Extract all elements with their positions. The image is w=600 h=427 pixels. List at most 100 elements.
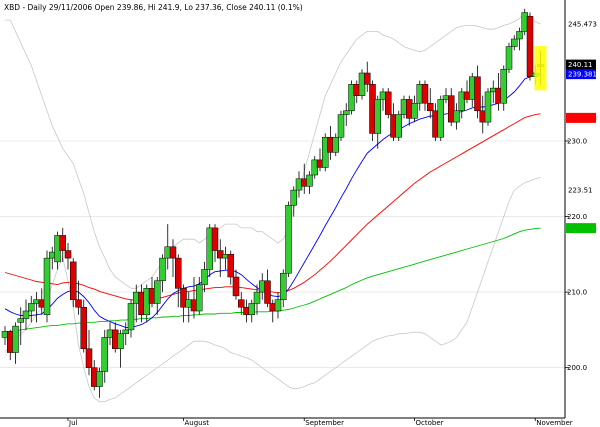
candle-33 bbox=[175, 254, 182, 308]
candle-body bbox=[175, 257, 182, 289]
candle-66 bbox=[348, 80, 355, 115]
candle-50 bbox=[264, 269, 271, 308]
date-axis: Jul August September October November bbox=[67, 418, 573, 427]
candle-98 bbox=[516, 27, 523, 51]
price-tag-4: 223.51 bbox=[566, 185, 596, 196]
candle-body bbox=[159, 257, 166, 282]
candle-body bbox=[395, 114, 402, 138]
candle-body bbox=[306, 174, 313, 187]
price-tag-text: 239.381 bbox=[568, 71, 597, 79]
candle-body bbox=[500, 68, 507, 104]
candle-body bbox=[458, 91, 465, 112]
candle-14 bbox=[75, 280, 82, 315]
bollinger-lower-line bbox=[4, 176, 541, 403]
candle-5 bbox=[28, 295, 35, 323]
price-tag-bg bbox=[566, 69, 596, 80]
candle-body bbox=[511, 38, 518, 47]
candle-96 bbox=[505, 42, 513, 73]
price-tags: 245.473 240.11 239.381 233.063 223.51 218.475 bbox=[566, 19, 597, 234]
candle-11 bbox=[59, 227, 66, 262]
candle-body bbox=[59, 235, 66, 251]
candle-body bbox=[196, 284, 203, 312]
price-tag-bg bbox=[566, 19, 596, 30]
candle-body bbox=[80, 306, 87, 350]
candle-24 bbox=[127, 299, 135, 338]
candle-32 bbox=[169, 239, 177, 277]
candle-body bbox=[248, 303, 255, 316]
candle-body bbox=[154, 280, 161, 304]
candle-body bbox=[127, 303, 135, 331]
candle-body bbox=[70, 261, 77, 300]
candle-body bbox=[264, 280, 271, 304]
price-tag-1: 240.11 bbox=[566, 59, 596, 70]
candle-65 bbox=[343, 103, 350, 126]
candle-body bbox=[337, 114, 345, 138]
candle-body bbox=[232, 276, 240, 297]
price-tag-bg bbox=[566, 59, 596, 70]
candle-body bbox=[343, 110, 350, 115]
candle-29 bbox=[154, 277, 161, 315]
candle-body bbox=[12, 325, 19, 353]
candle-97 bbox=[511, 35, 518, 51]
candle-body bbox=[505, 46, 513, 70]
price-tag-text: 233.063 bbox=[568, 114, 597, 122]
candle-body bbox=[101, 337, 108, 372]
price-tag-2: 239.381 bbox=[566, 69, 597, 80]
price-tag-text: 240.11 bbox=[568, 61, 593, 69]
candle-body bbox=[285, 204, 292, 274]
candle-body bbox=[332, 136, 339, 153]
candle-80 bbox=[421, 80, 429, 111]
candle-body bbox=[43, 257, 51, 316]
candle-37 bbox=[196, 277, 203, 315]
candle-40 bbox=[211, 224, 219, 262]
candle-78 bbox=[411, 95, 418, 123]
candle-71 bbox=[374, 95, 381, 149]
candle-85 bbox=[448, 88, 455, 126]
x-tick-label-2: September bbox=[305, 419, 344, 427]
x-tick-label-4: November bbox=[536, 419, 573, 427]
candlesticks bbox=[1, 8, 544, 398]
sma-red-line bbox=[4, 113, 541, 301]
candle-body bbox=[364, 72, 371, 85]
candle-4 bbox=[22, 299, 30, 330]
candle-8 bbox=[43, 250, 51, 323]
candle-52 bbox=[274, 292, 282, 319]
candle-63 bbox=[332, 133, 339, 157]
candle-body bbox=[474, 76, 481, 112]
candle-body bbox=[201, 269, 208, 285]
candle-30 bbox=[159, 254, 166, 293]
candle-44 bbox=[232, 269, 240, 300]
candle-69 bbox=[364, 61, 371, 92]
candle-54 bbox=[285, 201, 292, 277]
candle-body bbox=[453, 110, 460, 123]
candle-body bbox=[96, 371, 103, 387]
candle-12 bbox=[64, 243, 72, 270]
last-candle-highlight bbox=[534, 46, 547, 91]
price-tag-text: 245.473 bbox=[568, 21, 597, 29]
candle-body bbox=[238, 299, 245, 308]
candle-43 bbox=[227, 250, 234, 285]
price-tag-bg bbox=[566, 112, 596, 123]
candle-64 bbox=[337, 110, 345, 141]
chart-title: XBD - Daily 29/11/2006 Open 239.86, Hi 2… bbox=[4, 3, 303, 12]
candle-body bbox=[385, 91, 392, 115]
candle-53 bbox=[280, 269, 287, 308]
candle-92 bbox=[484, 88, 492, 126]
candle-body bbox=[180, 288, 187, 308]
candle-body bbox=[64, 250, 72, 259]
candle-45 bbox=[238, 292, 245, 315]
candle-body bbox=[280, 272, 287, 300]
candle-95 bbox=[500, 65, 507, 111]
candle-body bbox=[437, 99, 444, 138]
candle-19 bbox=[101, 329, 108, 383]
candle-body bbox=[448, 95, 455, 123]
candle-86 bbox=[453, 103, 460, 130]
bollinger-upper-line bbox=[5, 12, 541, 289]
price-axis: 200.0 210.0 220.0 230.0 bbox=[565, 138, 587, 372]
candle-75 bbox=[395, 110, 402, 141]
candle-body bbox=[427, 102, 434, 112]
candle-87 bbox=[458, 88, 465, 119]
candle-22 bbox=[117, 329, 124, 368]
candle-34 bbox=[180, 284, 187, 323]
candle-body bbox=[516, 31, 523, 40]
